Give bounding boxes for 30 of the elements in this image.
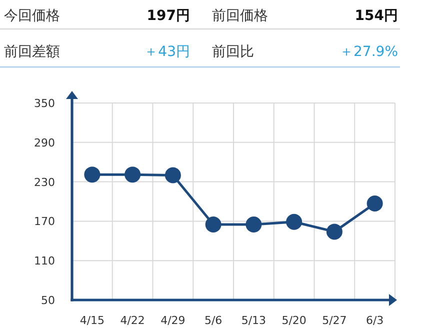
point: [164, 167, 181, 184]
point: [84, 166, 100, 183]
point: [246, 216, 262, 232]
point: [326, 224, 342, 240]
point: [286, 214, 302, 230]
x-tick-label: 4/15: [80, 314, 105, 327]
text: 前回差額: [4, 44, 60, 60]
x-tick-label: 6/3: [366, 314, 384, 327]
point: [124, 166, 141, 183]
point: [205, 216, 222, 232]
y-tick-label: 170: [34, 215, 55, 228]
text: ＋43円: [144, 44, 190, 60]
x-tick-label: 5/20: [282, 314, 306, 327]
y-tick-label: 50: [41, 294, 55, 307]
point: [366, 195, 383, 212]
y-tick-label: 230: [34, 176, 55, 189]
y-tick-label: 110: [34, 254, 55, 268]
text: 今回価格: [4, 8, 60, 24]
x-tick-label: 4/22: [120, 314, 145, 327]
x-tick-label: 4/29: [160, 314, 186, 327]
text: 197円: [146, 8, 190, 24]
text: 前回比: [212, 44, 254, 60]
x-tick-label: 5/13: [241, 314, 266, 327]
x-tick-label: 5/6: [204, 314, 222, 327]
text: ＋27.9%: [340, 44, 398, 60]
x-tick-label: 5/27: [322, 314, 347, 327]
text: 前回価格: [212, 8, 268, 24]
y-tick-label: 290: [34, 136, 55, 150]
text: 154円: [354, 8, 398, 24]
y-tick-label: 350: [34, 97, 55, 110]
